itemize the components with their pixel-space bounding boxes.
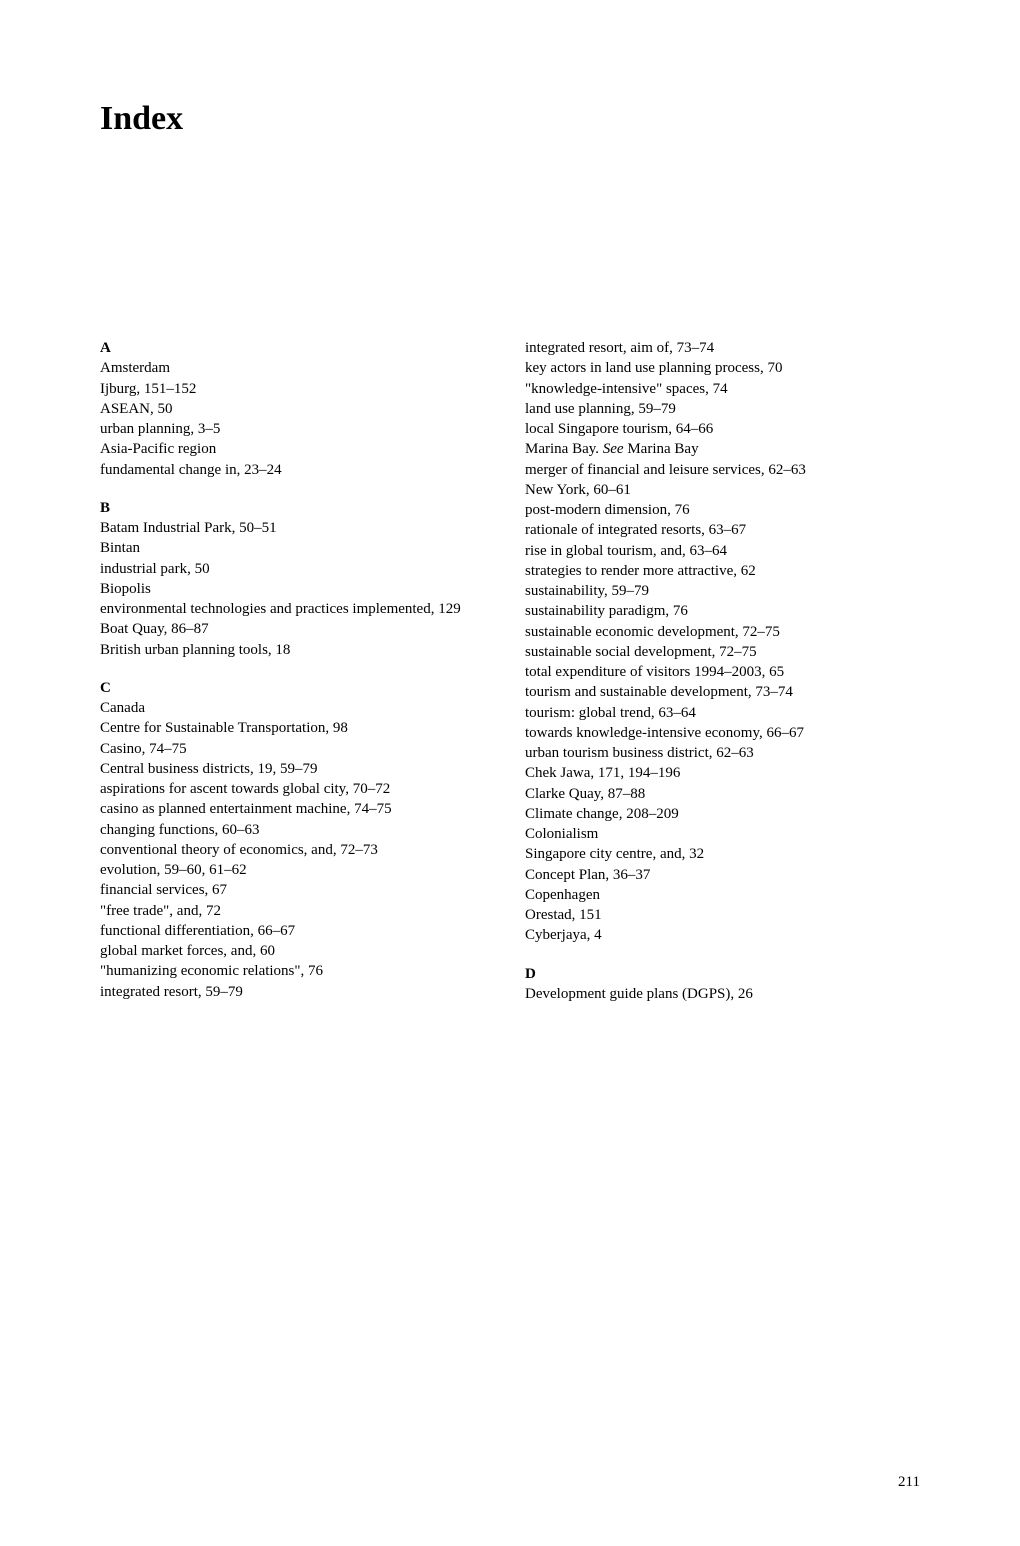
index-entry: functional differentiation, 66–67	[100, 921, 495, 941]
index-entry: Marina Bay. See Marina Bay	[525, 439, 920, 459]
index-entry: urban planning, 3–5	[100, 419, 495, 439]
index-entry: key actors in land use planning process,…	[525, 358, 920, 378]
index-entry: Casino, 74–75	[100, 739, 495, 759]
index-entry: global market forces, and, 60	[100, 941, 495, 961]
index-entry: urban tourism business district, 62–63	[525, 743, 920, 763]
index-entry: Colonialism	[525, 824, 920, 844]
page-number: 211	[898, 1474, 920, 1491]
index-entry: fundamental change in, 23–24	[100, 460, 495, 480]
index-entry: local Singapore tourism, 64–66	[525, 419, 920, 439]
index-entry: Clarke Quay, 87–88	[525, 784, 920, 804]
index-entry: rise in global tourism, and, 63–64	[525, 541, 920, 561]
index-entry: Asia-Pacific region	[100, 439, 495, 459]
index-entry: Batam Industrial Park, 50–51	[100, 518, 495, 538]
index-entry: Cyberjaya, 4	[525, 925, 920, 945]
index-entry: post-modern dimension, 76	[525, 500, 920, 520]
index-entry: evolution, 59–60, 61–62	[100, 860, 495, 880]
index-entry: changing functions, 60–63	[100, 820, 495, 840]
index-entry: casino as planned entertainment machine,…	[100, 799, 495, 819]
index-entry: "humanizing economic relations", 76	[100, 961, 495, 981]
index-entry: Centre for Sustainable Transportation, 9…	[100, 718, 495, 738]
index-section-head: D	[525, 964, 920, 984]
index-entry: sustainability paradigm, 76	[525, 601, 920, 621]
index-entry: merger of financial and leisure services…	[525, 460, 920, 480]
index-entry: "free trade", and, 72	[100, 901, 495, 921]
index-entry: rationale of integrated resorts, 63–67	[525, 520, 920, 540]
index-entry: environmental technologies and practices…	[100, 599, 495, 619]
index-entry: New York, 60–61	[525, 480, 920, 500]
index-entry: tourism: global trend, 63–64	[525, 703, 920, 723]
index-entry: integrated resort, 59–79	[100, 982, 495, 1002]
index-entry: Orestad, 151	[525, 905, 920, 925]
page-title: Index	[100, 100, 920, 138]
index-entry: Boat Quay, 86–87	[100, 619, 495, 639]
index-entry: Singapore city centre, and, 32	[525, 844, 920, 864]
index-entry: Concept Plan, 36–37	[525, 865, 920, 885]
index-entry: sustainable economic development, 72–75	[525, 622, 920, 642]
index-entry: Canada	[100, 698, 495, 718]
index-entry: industrial park, 50	[100, 559, 495, 579]
index-entry: Biopolis	[100, 579, 495, 599]
index-entry: Development guide plans (DGPS), 26	[525, 984, 920, 1004]
index-entry: Ijburg, 151–152	[100, 379, 495, 399]
index-entry: Chek Jawa, 171, 194–196	[525, 763, 920, 783]
index-entry: Amsterdam	[100, 358, 495, 378]
index-entry: "knowledge-intensive" spaces, 74	[525, 379, 920, 399]
index-entry: land use planning, 59–79	[525, 399, 920, 419]
index-entry: Central business districts, 19, 59–79	[100, 759, 495, 779]
index-section-head: B	[100, 498, 495, 518]
index-entry: strategies to render more attractive, 62	[525, 561, 920, 581]
see-ref: See	[603, 441, 624, 457]
index-entry: integrated resort, aim of, 73–74	[525, 338, 920, 358]
index-entry: Bintan	[100, 538, 495, 558]
right-column: integrated resort, aim of, 73–74key acto…	[525, 338, 920, 1004]
index-entry: tourism and sustainable development, 73–…	[525, 682, 920, 702]
index-columns: AAmsterdamIjburg, 151–152ASEAN, 50urban …	[100, 338, 920, 1004]
index-entry: towards knowledge-intensive economy, 66–…	[525, 723, 920, 743]
index-entry: aspirations for ascent towards global ci…	[100, 779, 495, 799]
index-entry: conventional theory of economics, and, 7…	[100, 840, 495, 860]
index-entry: British urban planning tools, 18	[100, 640, 495, 660]
index-entry: sustainable social development, 72–75	[525, 642, 920, 662]
index-section-head: A	[100, 338, 495, 358]
index-entry: Climate change, 208–209	[525, 804, 920, 824]
index-entry: Copenhagen	[525, 885, 920, 905]
index-entry: total expenditure of visitors 1994–2003,…	[525, 662, 920, 682]
index-entry: ASEAN, 50	[100, 399, 495, 419]
index-section-head: C	[100, 678, 495, 698]
index-entry: financial services, 67	[100, 880, 495, 900]
index-entry: sustainability, 59–79	[525, 581, 920, 601]
left-column: AAmsterdamIjburg, 151–152ASEAN, 50urban …	[100, 338, 495, 1004]
